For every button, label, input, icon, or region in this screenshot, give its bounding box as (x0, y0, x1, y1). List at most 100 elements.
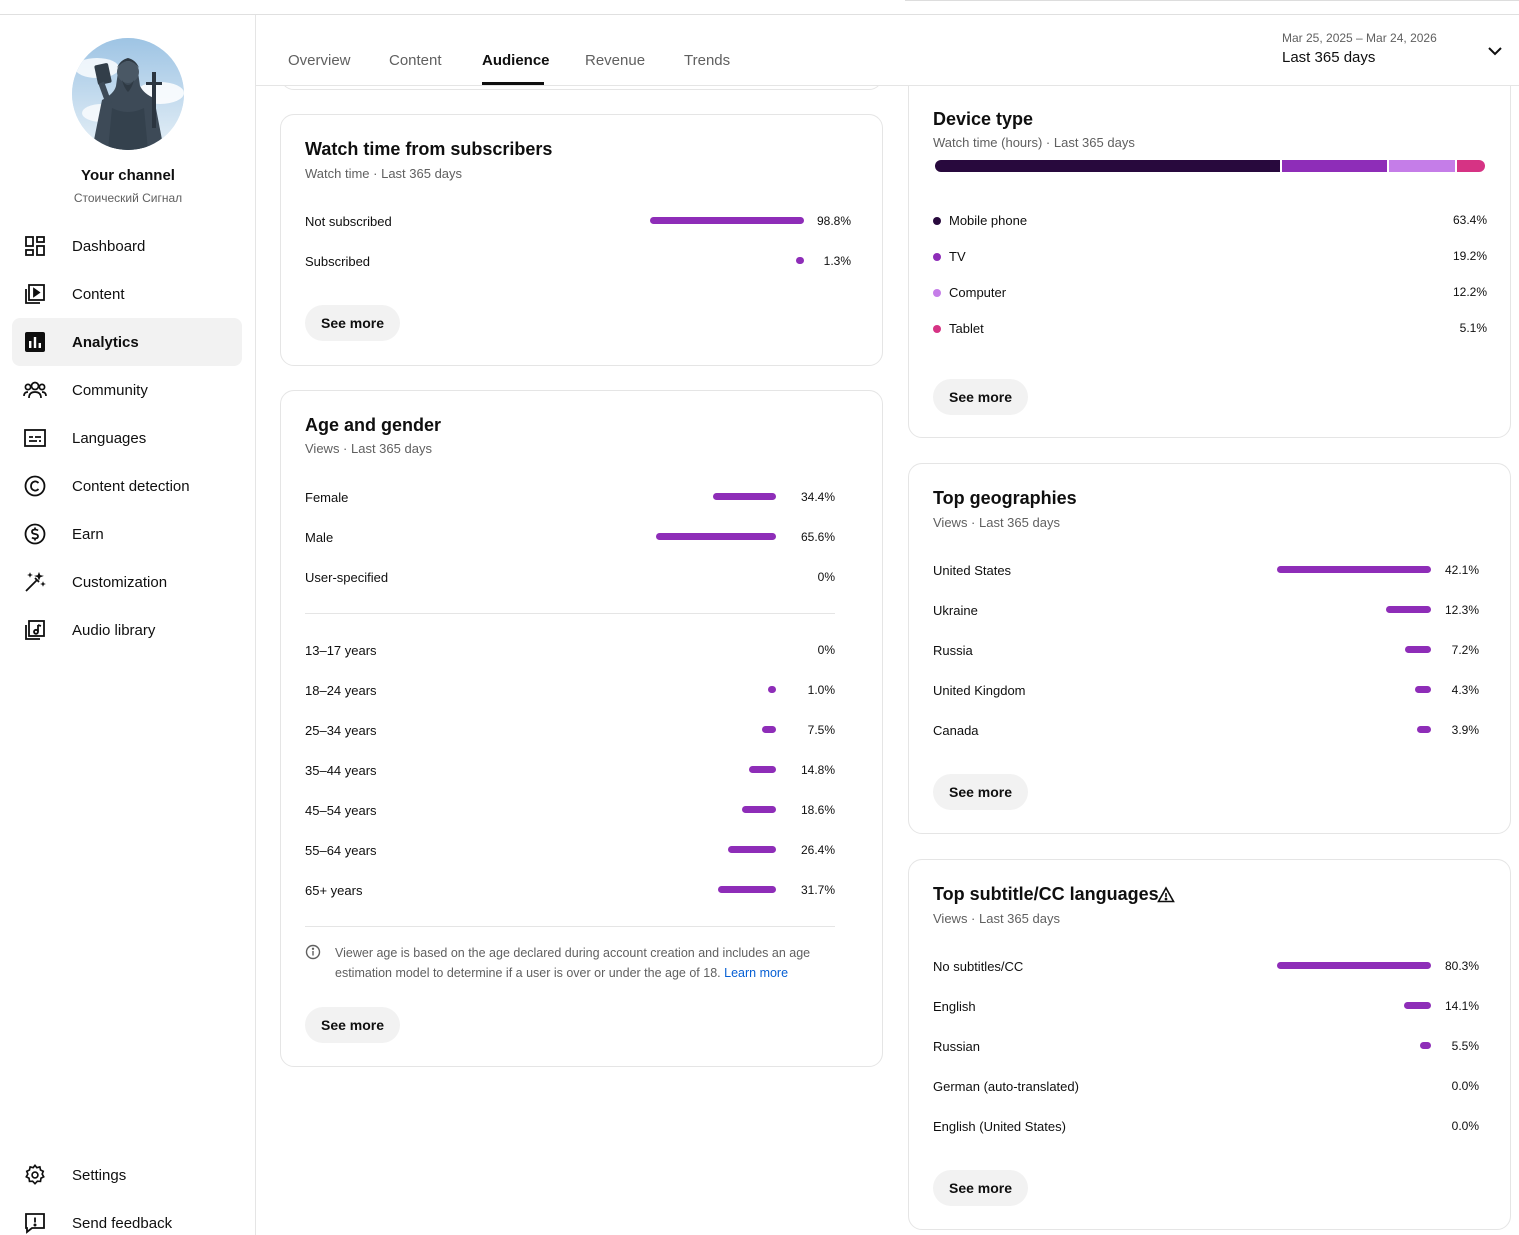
sidebar-item-customization[interactable]: Customization (12, 558, 242, 606)
sidebar-item-analytics[interactable]: Analytics (12, 318, 242, 366)
row-value: 7.5% (807, 723, 835, 737)
row-value: 0% (817, 643, 835, 657)
copyright-icon (22, 473, 48, 499)
row-bar (1404, 646, 1431, 653)
row-bar (1277, 962, 1431, 969)
row-bar (727, 846, 776, 853)
row-label: Not subscribed (305, 214, 392, 229)
row-bar (741, 806, 776, 813)
sidebar-item-label: Content (72, 285, 125, 303)
row-value: 1.3% (823, 254, 851, 268)
sidebar-item-label: Customization (72, 573, 168, 591)
sidebar-item-dashboard[interactable]: Dashboard (12, 222, 242, 270)
card-title: Device type (933, 109, 1034, 129)
row-label: 55–64 years (305, 843, 377, 858)
sidebar-item-label: Audio library (72, 621, 156, 639)
legend-label: Tablet (949, 321, 984, 336)
row-value: 5.5% (1451, 1039, 1479, 1053)
legend-value: 12.2% (1452, 285, 1487, 299)
tab-revenue[interactable]: Revenue (585, 52, 646, 69)
top-strip-edge (905, 0, 1519, 1)
card-title: Top subtitle/CC languages (933, 884, 1159, 904)
card-title: Age and gender (305, 415, 442, 435)
row-label: Russian (933, 1039, 980, 1054)
sidebar-item-audio-library[interactable]: Audio library (12, 606, 242, 654)
row-label: German (auto-translated) (933, 1079, 1079, 1094)
sidebar-item-label: Dashboard (72, 237, 146, 255)
card-watch-time-subscribers: Watch time from subscribers Watch time ·… (280, 114, 883, 366)
see-more-button[interactable]: See more (933, 774, 1029, 810)
sidebar-item-community[interactable]: Community (12, 366, 242, 414)
device-stacked-bar (935, 160, 1485, 172)
legend-dot (933, 325, 941, 333)
channel-name: Стоический Сигнал (73, 191, 183, 205)
card-age-gender: Age and gender Views · Last 365 days Vie… (280, 390, 883, 1067)
sidebar-item-settings[interactable]: Settings (12, 1151, 242, 1199)
avatar[interactable] (72, 38, 184, 150)
row-label: Male (305, 530, 334, 545)
bar-subscribed (796, 257, 804, 264)
date-range-label[interactable]: Last 365 days (1282, 49, 1376, 66)
row-bar (1416, 726, 1431, 733)
tab-overview[interactable]: Overview (288, 52, 351, 69)
gear-icon (22, 1162, 48, 1188)
row-bar (1277, 566, 1431, 573)
chevron-down-icon[interactable] (1486, 42, 1504, 60)
divider (305, 613, 835, 614)
sidebar-item-content[interactable]: Content (12, 270, 242, 318)
see-more-button[interactable]: See more (305, 1007, 401, 1043)
sidebar-item-label: Content detection (72, 477, 190, 495)
row-label: English (United States) (933, 1119, 1066, 1134)
magic-wand-icon (22, 569, 48, 595)
sidebar-item-content-detection[interactable]: Content detection (12, 462, 242, 510)
row-value: 4.3% (1451, 683, 1479, 697)
sidebar-item-languages[interactable]: Languages (12, 414, 242, 462)
row-bar (762, 726, 776, 733)
row-label: No subtitles/CC (933, 959, 1024, 974)
row-value: 34.4% (800, 490, 835, 504)
row-bar (1415, 686, 1431, 693)
card-title: Top geographies (933, 488, 1077, 508)
card-title: Watch time from subscribers (305, 139, 553, 159)
device-segment[interactable] (1457, 160, 1485, 172)
sidebar-item-label: Settings (72, 1166, 127, 1184)
date-range[interactable]: Mar 25, 2025 – Mar 24, 2026 (1282, 31, 1437, 45)
row-value: 14.1% (1444, 999, 1479, 1013)
card-subtitle: Watch time (hours) · Last 365 days (933, 135, 1135, 150)
sidebar-item-send-feedback[interactable]: Send feedback (12, 1199, 242, 1235)
sidebar-item-label: Send feedback (72, 1214, 173, 1232)
row-value: 18.6% (800, 803, 835, 817)
row-label: Russia (933, 643, 973, 658)
row-label: 45–54 years (305, 803, 377, 818)
dashboard-icon (22, 233, 48, 259)
device-segment[interactable] (1282, 160, 1387, 172)
row-bar (656, 533, 776, 540)
card-top-geographies: Top geographies Views · Last 365 days Se… (908, 463, 1511, 834)
sidebar-item-earn[interactable]: Earn (12, 510, 242, 558)
device-segment[interactable] (935, 160, 1281, 172)
sidebar-item-label: Languages (72, 429, 147, 447)
see-more-button[interactable]: See more (933, 379, 1029, 415)
device-segment[interactable] (1388, 160, 1456, 172)
tab-audience[interactable]: Audience (482, 52, 550, 69)
row-value: 0% (817, 570, 835, 584)
bar-not-subscribed (650, 217, 804, 224)
row-label: Female (305, 490, 349, 505)
row-label: 18–24 years (305, 683, 377, 698)
tab-trends[interactable]: Trends (684, 52, 731, 69)
learn-more-link[interactable]: Learn more (724, 966, 789, 980)
tab-content[interactable]: Content (389, 52, 442, 69)
row-label: 25–34 years (305, 723, 377, 738)
warning-icon[interactable] (1157, 886, 1175, 909)
audio-library-icon (22, 617, 48, 643)
row-label: English (933, 999, 976, 1014)
legend-label: Mobile phone (949, 213, 1028, 228)
row-value: 0.0% (1451, 1119, 1479, 1133)
active-tab-indicator (482, 82, 544, 85)
row-bar (1403, 1002, 1431, 1009)
row-value: 1.0% (807, 683, 835, 697)
see-more-button[interactable]: See more (933, 1170, 1029, 1206)
analytics-header: Overview Content Audience Revenue Trends… (256, 15, 1519, 86)
see-more-button[interactable]: See more (305, 305, 401, 341)
card-subtitle: Views · Last 365 days (305, 441, 432, 456)
